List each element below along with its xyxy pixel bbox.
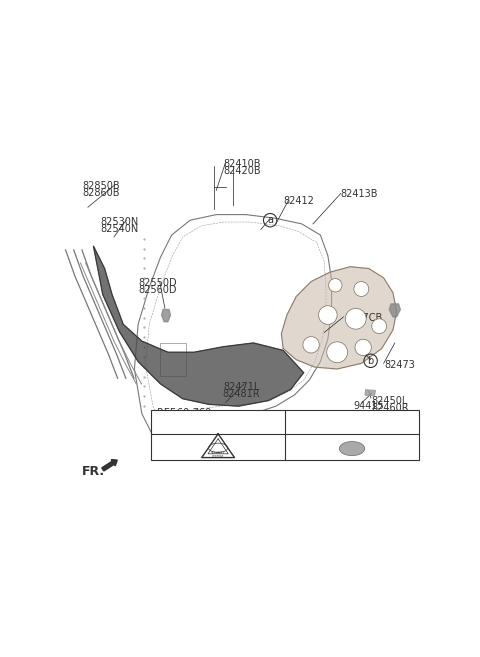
Circle shape [329, 279, 342, 292]
Circle shape [345, 308, 366, 329]
Text: 82412: 82412 [283, 196, 314, 206]
Text: REF.60-760: REF.60-760 [156, 408, 211, 418]
Text: 11407: 11407 [259, 435, 289, 445]
Text: 96111A: 96111A [185, 419, 222, 428]
Polygon shape [281, 267, 396, 369]
Text: 1327CB: 1327CB [345, 313, 383, 323]
Text: 94415: 94415 [353, 401, 384, 411]
Circle shape [303, 336, 319, 353]
Text: a: a [267, 215, 273, 225]
FancyBboxPatch shape [151, 410, 419, 460]
Text: a: a [164, 419, 169, 428]
Text: 82540N: 82540N [100, 225, 138, 235]
Polygon shape [162, 309, 170, 322]
Ellipse shape [339, 442, 365, 456]
Polygon shape [389, 304, 400, 317]
Circle shape [355, 339, 372, 355]
Text: 82530N: 82530N [100, 217, 138, 227]
Circle shape [327, 342, 348, 363]
Text: SECURITY: SECURITY [211, 451, 225, 455]
Circle shape [354, 282, 369, 296]
Text: 82460R: 82460R [371, 403, 408, 413]
Text: 82481R: 82481R [223, 390, 260, 399]
Text: b: b [368, 356, 374, 366]
Text: 82413B: 82413B [341, 189, 378, 199]
Circle shape [319, 306, 337, 325]
Text: b: b [298, 419, 303, 428]
Circle shape [372, 319, 386, 334]
Text: 82471L: 82471L [223, 382, 260, 392]
Text: 82850B: 82850B [83, 181, 120, 191]
Text: 1731JE: 1731JE [319, 419, 352, 428]
Polygon shape [94, 246, 304, 406]
Polygon shape [270, 438, 280, 443]
Text: 82550D: 82550D [138, 278, 177, 288]
FancyArrow shape [102, 460, 117, 471]
Text: 82473: 82473 [384, 359, 415, 369]
Text: 82450L: 82450L [371, 396, 408, 405]
Text: FR.: FR. [83, 464, 106, 478]
Bar [160, 343, 186, 376]
Text: 82420B: 82420B [224, 166, 261, 176]
Text: 82560D: 82560D [138, 285, 177, 295]
Text: 82860B: 82860B [83, 189, 120, 198]
Text: SYSTEM: SYSTEM [212, 455, 224, 459]
Text: 82410B: 82410B [224, 158, 261, 169]
Polygon shape [365, 390, 375, 396]
